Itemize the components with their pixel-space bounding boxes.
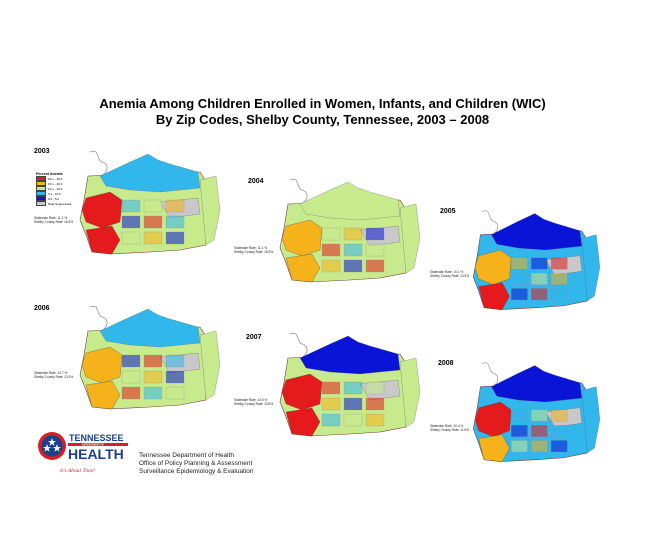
title-line-1: Anemia Among Children Enrolled in Women,… (99, 96, 546, 111)
map-panel-2004: 2004 Statewide Rate: 11.1 % Shelby Count… (230, 168, 440, 298)
statewide-rate: Statewide Rate: 10.6 % (234, 398, 268, 402)
legend-title: Percent Anemic (36, 172, 64, 176)
county-rate: Shelby County Rate: 13.3% (34, 375, 74, 379)
county-map-2003 (79, 150, 221, 255)
statewide-rate: Statewide Rate: 10.1 % (430, 270, 464, 274)
statewide-rate: Statewide Rate: 11.2 % (34, 216, 68, 220)
map-panel-2008: 2008 Statewide Rate: 10.4 % Shelby Count… (428, 352, 618, 477)
legend-label: 10.1 - 15.0 (48, 186, 63, 191)
map-year-label: 2008 (438, 360, 454, 367)
map-year-label: 2003 (34, 148, 50, 155)
legend-label: 20.1 - 30.0 (48, 176, 63, 181)
legend-label: 0.0 - 5.0 (48, 196, 60, 201)
county-map-2006 (79, 305, 221, 410)
map-legend: Percent Anemic 20.1 - 30.0 15.1 - 20.0 1… (36, 172, 80, 207)
statewide-rate: Statewide Rate: 11.1 % (234, 246, 268, 250)
county-map-2004 (279, 178, 421, 283)
department-info: Tennessee Department of Health Office of… (139, 452, 254, 477)
statewide-rate: Statewide Rate: 10.4 % (430, 424, 464, 428)
map-panel-2003: 2003 Statewide Rate: 11.2 % Shelby Count… (30, 140, 240, 270)
office-name: Office of Policy Planning & Assessment (139, 460, 253, 468)
svg-text:HEALTH: HEALTH (68, 446, 124, 462)
map-panel-2007: 2007 Statewide Rate: 10.6 % Shelby Count… (230, 322, 440, 452)
county-map-2007 (279, 332, 421, 437)
county-map-2005 (472, 210, 601, 310)
statewide-rate: Statewide Rate: 10.7 % (34, 371, 68, 375)
map-panel-2006: 2006 Statewide Rate: 10.7 % Shelby Count… (30, 295, 240, 425)
map-year-label: 2004 (248, 178, 264, 185)
title-line-2: By Zip Codes, Shelby County, Tennessee, … (155, 112, 490, 127)
map-year-label: 2007 (246, 334, 262, 341)
map-year-label: 2005 (440, 208, 456, 215)
county-rate: Shelby County Rate: 13.5% (430, 274, 470, 278)
legend-label: 5.1 - 10.0 (48, 191, 61, 196)
division-name: Surveillance Epidemiology & Evaluation (139, 468, 254, 476)
map-year-label: 2006 (34, 305, 50, 312)
department-name: Tennessee Department of Health (139, 452, 235, 459)
county-rate: Shelby County Rate: 16.6% (34, 220, 74, 224)
svg-text:It's About Time!: It's About Time! (59, 468, 95, 474)
legend-swatch (36, 200, 46, 207)
svg-text:TENNESSEE: TENNESSEE (69, 433, 124, 443)
legend-item: Data Suppressed (36, 200, 80, 207)
county-rate: Shelby County Rate: 16.5% (234, 250, 274, 254)
tennessee-health-logo: TENNESSEE DEPARTMENT OF HEALTH It's Abou… (36, 428, 136, 476)
map-panel-2005: 2005 Statewide Rate: 10.1 % Shelby Count… (428, 200, 618, 325)
legend-label: Data Suppressed (48, 201, 72, 206)
county-map-2008 (472, 362, 601, 462)
svg-text:DEPARTMENT OF: DEPARTMENT OF (82, 443, 105, 447)
county-rate: Shelby County Rate: 13.8% (234, 402, 274, 406)
county-rate: Shelby County Rate: 11.6% (430, 428, 469, 432)
legend-label: 15.1 - 20.0 (48, 181, 63, 186)
